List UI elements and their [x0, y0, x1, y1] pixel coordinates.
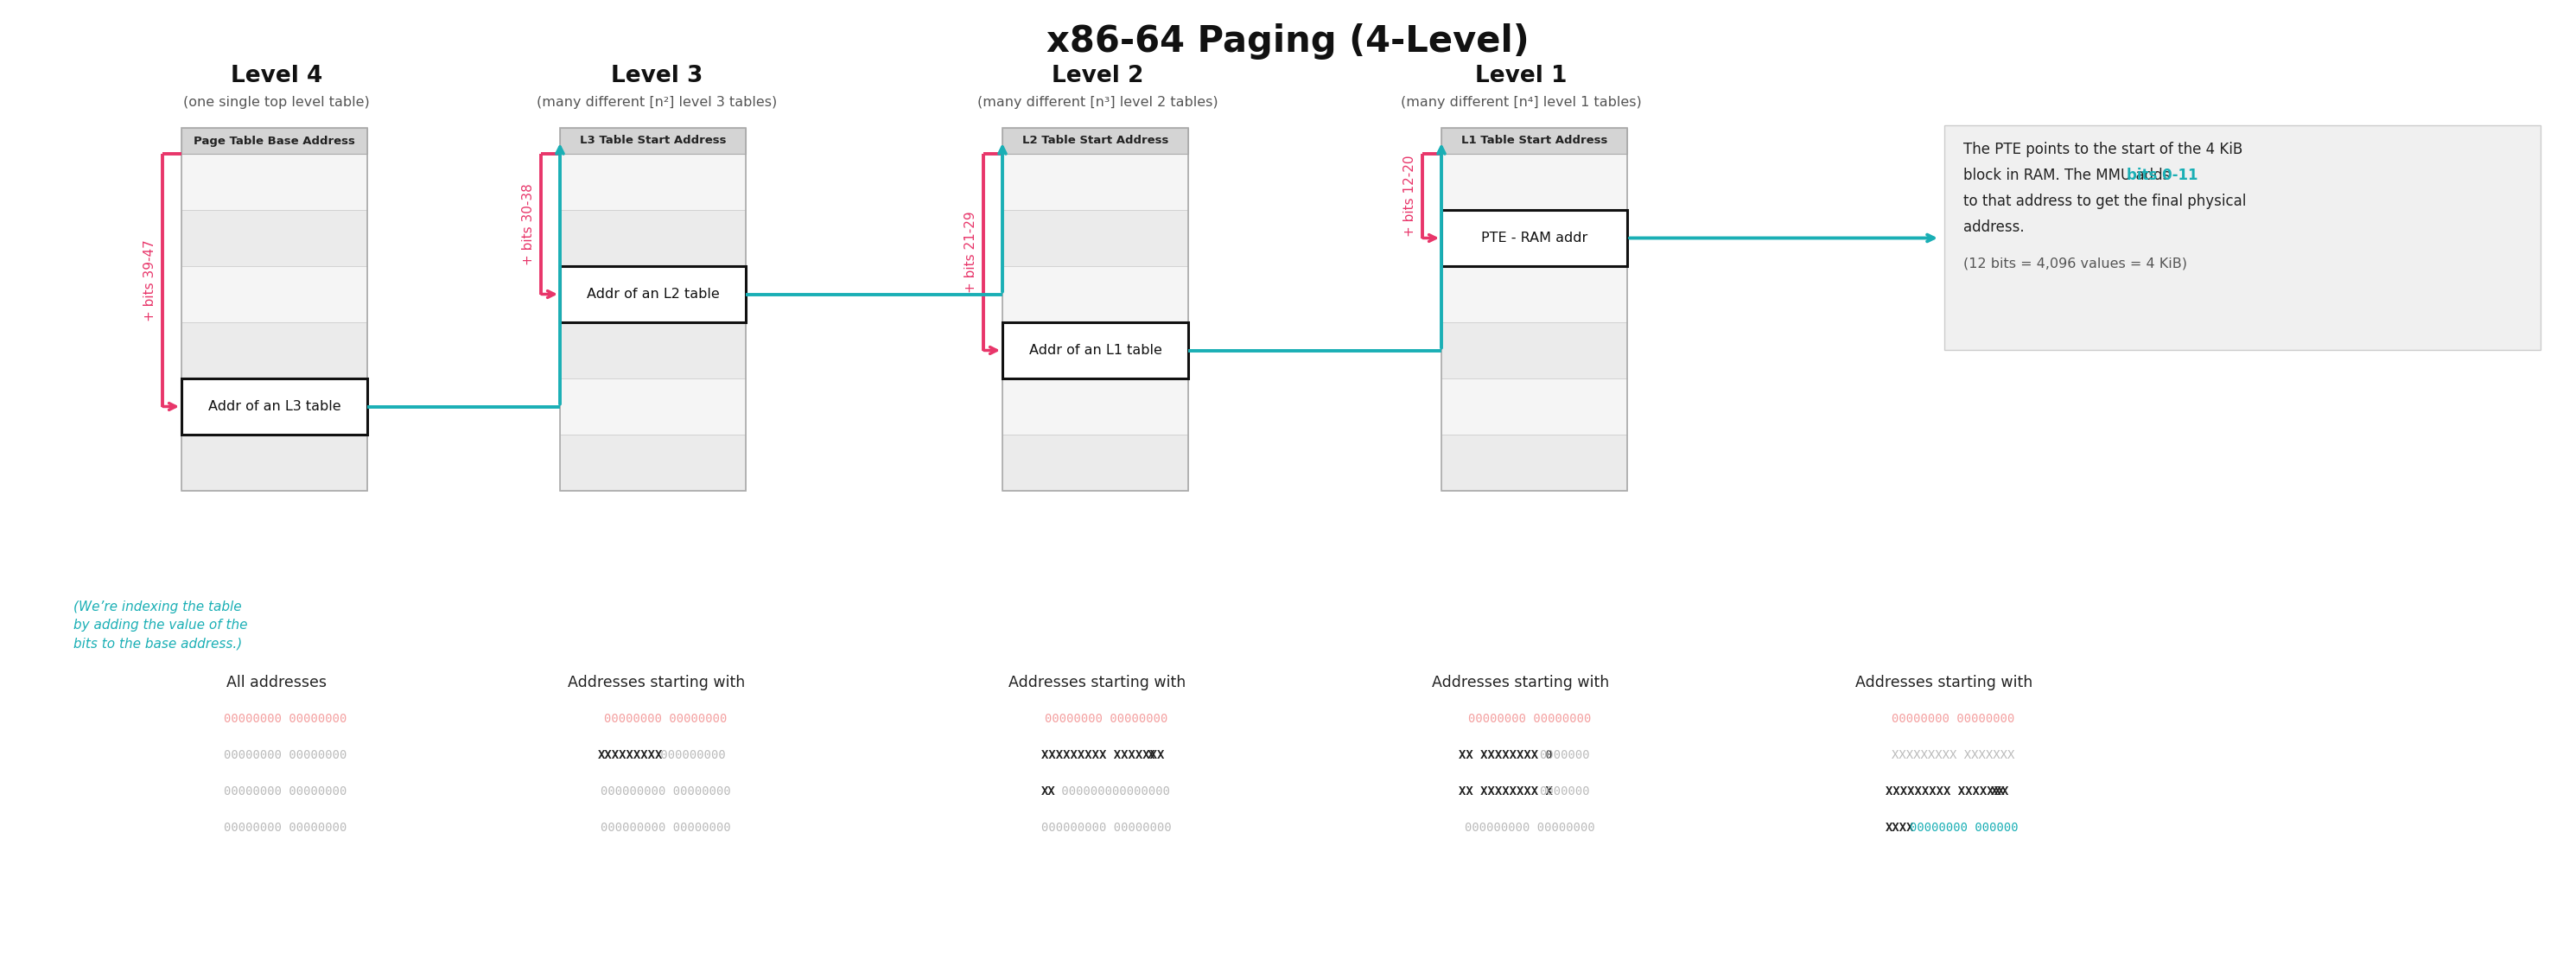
Bar: [1443, 210, 1628, 266]
Text: PTE - RAM addr: PTE - RAM addr: [1481, 232, 1587, 244]
Text: 000000000000000: 000000000000000: [1054, 785, 1170, 798]
Text: 00000000 00000000: 00000000 00000000: [1046, 713, 1167, 724]
Text: 000000000 00000000: 000000000 00000000: [1041, 822, 1172, 834]
Text: 00000000 00000000: 00000000 00000000: [224, 822, 348, 834]
Bar: [1002, 323, 1188, 379]
Text: L2 Table Start Address: L2 Table Start Address: [1023, 135, 1170, 147]
Bar: [1443, 128, 1628, 491]
Bar: [1443, 154, 1628, 210]
Text: + bits 39-47: + bits 39-47: [144, 240, 157, 321]
Text: (many different [n⁴] level 1 tables): (many different [n⁴] level 1 tables): [1401, 96, 1641, 108]
Text: 00000000 00000000: 00000000 00000000: [1891, 713, 2014, 724]
Bar: [1002, 266, 1188, 323]
Text: XX XXXXXXXX X: XX XXXXXXXX X: [1458, 785, 1553, 798]
Text: (We’re indexing the table
by adding the value of the
bits to the base address.): (We’re indexing the table by adding the …: [75, 601, 247, 650]
Bar: [1002, 379, 1188, 435]
Text: Level 1: Level 1: [1476, 65, 1566, 87]
Text: 00000000 00000000: 00000000 00000000: [224, 713, 348, 724]
Text: XXXXXXXXX XXXXXXX: XXXXXXXXX XXXXXXX: [1886, 785, 2009, 798]
Text: 000000000 00000000: 000000000 00000000: [600, 785, 732, 798]
Text: + bits 21-29: + bits 21-29: [966, 212, 979, 293]
Text: address.: address.: [1963, 219, 2025, 235]
Text: XX: XX: [1991, 785, 2007, 798]
Text: Addresses starting with: Addresses starting with: [569, 675, 744, 691]
Bar: [1443, 379, 1628, 435]
Bar: [559, 266, 747, 323]
Bar: [1443, 435, 1628, 491]
Text: 00000000 00000000: 00000000 00000000: [224, 785, 348, 798]
Text: bits 0-11: bits 0-11: [2128, 168, 2197, 184]
Text: XXXX: XXXX: [1886, 822, 1914, 834]
Bar: [1443, 266, 1628, 323]
Text: Addresses starting with: Addresses starting with: [1432, 675, 1610, 691]
Text: Level 4: Level 4: [232, 65, 322, 87]
Text: XX XXXXXXXX 0: XX XXXXXXXX 0: [1458, 749, 1553, 761]
Text: (one single top level table): (one single top level table): [183, 96, 371, 108]
Text: Addresses starting with: Addresses starting with: [1010, 675, 1185, 691]
Bar: [180, 379, 368, 435]
Bar: [559, 266, 747, 323]
Bar: [559, 128, 747, 154]
Text: XX: XX: [1041, 785, 1056, 798]
Text: (12 bits = 4,096 values = 4 KiB): (12 bits = 4,096 values = 4 KiB): [1963, 257, 2187, 270]
Text: Page Table Base Address: Page Table Base Address: [193, 135, 355, 147]
Text: Level 3: Level 3: [611, 65, 703, 87]
Text: 00000000 00000000: 00000000 00000000: [224, 749, 348, 761]
Bar: [559, 379, 747, 435]
Text: 00000000 00000000: 00000000 00000000: [603, 713, 726, 724]
Bar: [180, 323, 368, 379]
Bar: [559, 323, 747, 379]
Bar: [180, 379, 368, 435]
Bar: [1002, 323, 1188, 379]
Bar: [1443, 210, 1628, 266]
Text: Addr of an L2 table: Addr of an L2 table: [587, 288, 719, 300]
Text: to that address to get the final physical: to that address to get the final physica…: [1963, 193, 2246, 209]
Text: (many different [n²] level 3 tables): (many different [n²] level 3 tables): [536, 96, 778, 108]
Bar: [559, 128, 747, 491]
Text: (many different [n³] level 2 tables): (many different [n³] level 2 tables): [976, 96, 1218, 108]
Text: 000000000 00000000: 000000000 00000000: [1466, 822, 1595, 834]
Bar: [1002, 210, 1188, 266]
Text: XXXXXXXXX: XXXXXXXXX: [598, 749, 662, 761]
Bar: [559, 154, 747, 210]
Text: x86-64 Paging (4-Level): x86-64 Paging (4-Level): [1046, 23, 1530, 60]
Text: The PTE points to the start of the 4 KiB: The PTE points to the start of the 4 KiB: [1963, 142, 2244, 157]
Bar: [1443, 323, 1628, 379]
Text: L3 Table Start Address: L3 Table Start Address: [580, 135, 726, 147]
Bar: [1002, 154, 1188, 210]
Text: Level 2: Level 2: [1051, 65, 1144, 87]
Bar: [1945, 126, 2540, 350]
Text: Addr of an L3 table: Addr of an L3 table: [209, 400, 340, 413]
Bar: [559, 210, 747, 266]
Text: L1 Table Start Address: L1 Table Start Address: [1461, 135, 1607, 147]
Bar: [1002, 435, 1188, 491]
Text: 0000000: 0000000: [1540, 749, 1589, 761]
Text: 00000000 00000000: 00000000 00000000: [1468, 713, 1592, 724]
Text: + bits 12-20: + bits 12-20: [1404, 156, 1417, 237]
Bar: [1002, 128, 1188, 491]
Bar: [180, 210, 368, 266]
Text: Addr of an L1 table: Addr of an L1 table: [1028, 344, 1162, 356]
Bar: [180, 154, 368, 210]
Text: X: X: [1146, 749, 1154, 761]
Text: XXXXXXXXX XXXXXXX: XXXXXXXXX XXXXXXX: [1041, 749, 1164, 761]
Text: 000000000 00000000: 000000000 00000000: [600, 822, 732, 834]
Text: XXXXXXXXX XXXXXXX: XXXXXXXXX XXXXXXX: [1891, 749, 2014, 761]
Bar: [1443, 128, 1628, 154]
Bar: [1002, 128, 1188, 154]
Text: block in RAM. The MMU adds: block in RAM. The MMU adds: [1963, 168, 2174, 184]
Bar: [559, 435, 747, 491]
Bar: [180, 128, 368, 154]
Text: + bits 30-38: + bits 30-38: [523, 184, 536, 265]
Bar: [180, 435, 368, 491]
Text: 0000000: 0000000: [1540, 785, 1589, 798]
Bar: [180, 266, 368, 323]
Text: 000000000: 000000000: [654, 749, 726, 761]
Text: All addresses: All addresses: [227, 675, 327, 691]
Text: 00000000 000000: 00000000 000000: [1909, 822, 2020, 834]
Text: Addresses starting with: Addresses starting with: [1855, 675, 2032, 691]
Bar: [180, 128, 368, 491]
